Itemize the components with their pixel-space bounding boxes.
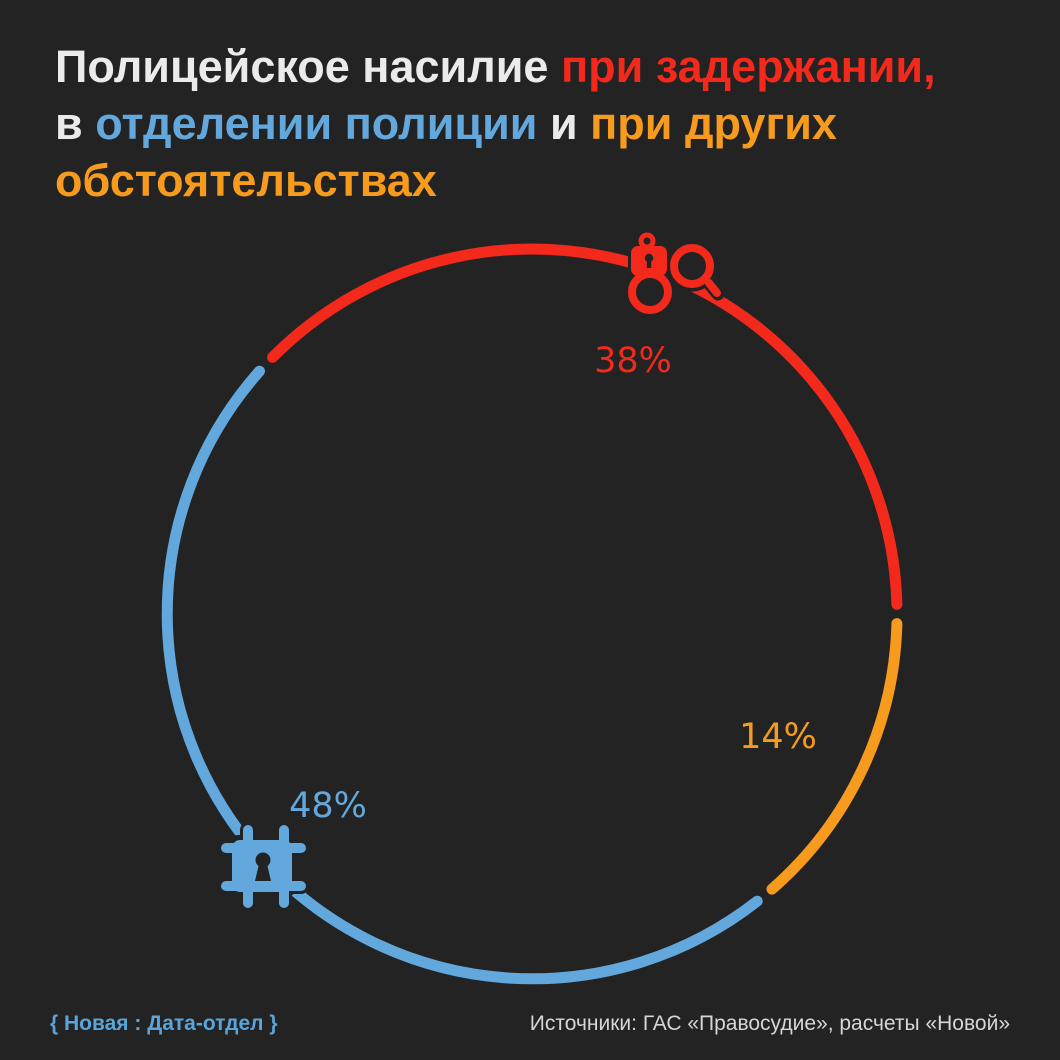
- brand-signature: { Новая : Дата-отдел }: [50, 1012, 278, 1035]
- pct-label-other: 14%: [739, 717, 817, 757]
- title-line-3: обстоятельствах: [55, 152, 1015, 209]
- title-segment-red: при задержании,: [560, 41, 936, 92]
- title-segment-orange: обстоятельствах: [55, 155, 437, 206]
- chart-title: Полицейское насилие при задержании, в от…: [55, 38, 1015, 209]
- title-line-1: Полицейское насилие при задержании,: [55, 38, 1015, 95]
- prison-lock-icon: [218, 822, 309, 911]
- arc-segment-other: [766, 618, 903, 895]
- handcuffs-icon-glyph: [628, 232, 721, 314]
- title-segment-white: и: [549, 98, 578, 149]
- handcuffs-icon: [624, 230, 725, 318]
- pct-label-police-station: 48%: [289, 786, 367, 826]
- title-segment-orange: при других: [590, 98, 837, 149]
- arc-segment-arrest: [267, 243, 903, 610]
- prison-lock-icon-glyph: [221, 825, 306, 908]
- title-segment-white: Полицейское насилие: [55, 41, 549, 92]
- title-segment-blue: отделении полиции: [95, 98, 538, 149]
- pct-label-arrest: 38%: [594, 341, 672, 381]
- title-segment-white: в: [55, 98, 83, 149]
- title-line-2: в отделении полиции и при других: [55, 95, 1015, 152]
- sources-caption: Источники: ГАС «Правосудие», расчеты «Но…: [529, 1012, 1010, 1035]
